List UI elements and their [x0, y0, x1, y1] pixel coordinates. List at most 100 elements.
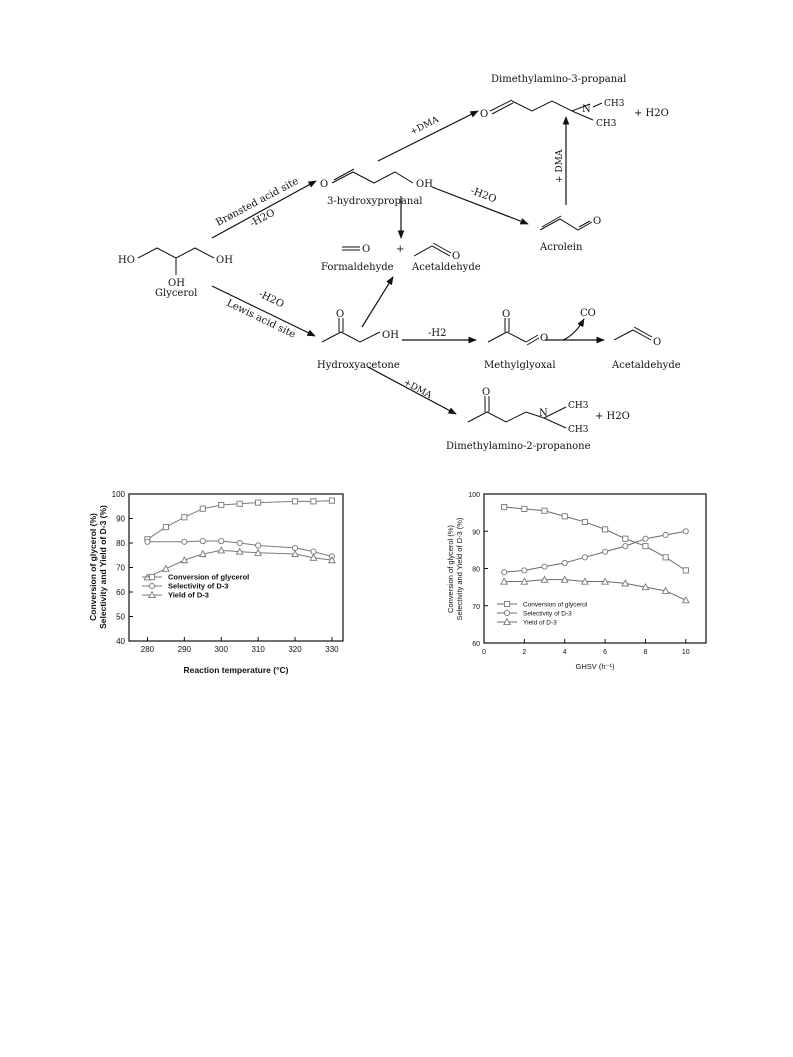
- atom-label: HO: [118, 255, 135, 266]
- data-point: [520, 577, 529, 585]
- data-point: [236, 500, 243, 507]
- data-point: [560, 575, 569, 583]
- d2-structure: [467, 411, 545, 423]
- y-tick-label: 40: [116, 637, 125, 646]
- arrow-hpa-to-d3: [377, 110, 479, 162]
- y-tick-label: 50: [116, 613, 125, 622]
- y-tick-label: 80: [472, 567, 480, 574]
- atom-label: O: [482, 387, 490, 398]
- data-point: [161, 564, 170, 572]
- data-point: [681, 596, 690, 604]
- hydroxyacetone-label: Hydroxyacetone: [317, 360, 400, 371]
- arrow-glycerol-to-hpa: [211, 180, 317, 239]
- y-tick-label: 90: [116, 515, 125, 524]
- data-point: [310, 498, 317, 505]
- acetaldehyde-right-structure: [613, 329, 652, 341]
- y-ticks: 60 70 80 90 100: [468, 492, 488, 648]
- data-point: [601, 577, 610, 585]
- x-tick-label: 280: [141, 645, 155, 654]
- y-tick-label: 60: [116, 588, 125, 597]
- atom-label: O: [540, 333, 548, 344]
- data-point: [521, 567, 528, 574]
- data-point: [641, 582, 650, 591]
- plus-sign: +: [396, 244, 404, 255]
- y-tick-label: 70: [472, 604, 480, 611]
- atom-label: CH3: [568, 401, 589, 411]
- data-point: [198, 549, 207, 558]
- legend-marker: [503, 617, 511, 626]
- arrow-hydroxyacetone-to-d2: [367, 366, 457, 415]
- hydroxypropanal-structure: [331, 171, 414, 184]
- data-point: [621, 579, 630, 587]
- data-point: [622, 543, 629, 550]
- data-point: [501, 503, 508, 511]
- legend-marker: [148, 573, 156, 581]
- data-point: [310, 548, 317, 555]
- data-point: [236, 539, 243, 547]
- acetaldehyde-right-label: Acetaldehyde: [611, 360, 681, 371]
- y-axis-label-2: Selectivity and Yield of D-3 (%): [455, 517, 464, 620]
- chart-ghsv: 0 2 4 6 8 10 60 70 80 90 100 Conversion of glycer…: [446, 492, 707, 671]
- data-point: [682, 567, 689, 574]
- acrolein-structure: [539, 218, 593, 231]
- atom-label: CH3: [604, 99, 625, 109]
- plus-h2o-label: + H2O: [595, 411, 630, 422]
- atom-label: O: [452, 251, 460, 262]
- data-point: [662, 531, 669, 539]
- data-point: [561, 513, 568, 520]
- atom-label: N: [539, 408, 548, 419]
- series-group: [500, 503, 690, 604]
- data-point: [581, 554, 588, 561]
- data-point: [181, 514, 188, 521]
- atom-label: N: [582, 104, 591, 115]
- atom-label: O: [362, 244, 370, 255]
- data-point: [180, 556, 189, 564]
- series-line: [147, 549, 332, 578]
- arrow-hpa-to-acrolein: [431, 186, 529, 225]
- data-point: [541, 507, 548, 514]
- data-point: [682, 528, 689, 535]
- atom-label: O: [653, 337, 661, 348]
- legend-marker: [148, 582, 156, 590]
- series-line: [504, 530, 686, 573]
- plus-dma-label: +DMA: [409, 115, 441, 138]
- data-point: [144, 538, 151, 545]
- data-point: [581, 518, 588, 525]
- legend-marker: [148, 590, 156, 599]
- series-line: [504, 579, 687, 601]
- legend-label: Conversion of glycerol: [168, 573, 249, 582]
- y-axis-label-2: Selectivity and Yield of D-3 (%): [98, 505, 108, 629]
- formaldehyde-label: Formaldehyde: [321, 262, 394, 273]
- hydroxyacetone-structure: [321, 331, 381, 343]
- glycerol-label: Glycerol: [155, 288, 197, 299]
- series-line: [147, 500, 332, 540]
- atom-label: O: [480, 109, 488, 120]
- legend-marker: [503, 609, 511, 617]
- hydroxypropanal-label: 3-hydroxypropanal: [327, 196, 423, 207]
- x-ticks: 280 290 300 310 320 330: [141, 637, 339, 654]
- y-axis-label-1: Conversion of glycerol (%): [88, 513, 98, 621]
- data-point: [291, 544, 299, 551]
- atom-label: O: [336, 309, 344, 320]
- y-tick-label: 90: [472, 529, 480, 536]
- x-ticks: 0 2 4 6 8 10: [482, 639, 690, 656]
- data-point: [199, 505, 206, 512]
- data-point: [254, 548, 263, 556]
- y-tick-label: 60: [472, 641, 480, 648]
- minus-h2o-label: -H2O: [257, 289, 286, 311]
- data-point: [580, 577, 589, 585]
- legend-label: Selectivity of D-3: [168, 582, 228, 591]
- chart-temperature: 280 290 300 310 320 330 40 50 60 70 80 90 100 Conve…: [88, 490, 344, 675]
- atom-label: O: [320, 179, 328, 190]
- data-point: [602, 526, 609, 533]
- data-point: [328, 497, 335, 504]
- minus-h2-label: -H2: [428, 328, 446, 339]
- atom-label: OH: [168, 278, 185, 289]
- reaction-scheme: Glycerol 3-hydroxypropanal Formaldehyde …: [118, 74, 681, 452]
- glycerol-structure: [137, 247, 215, 259]
- lewis-label: Lewis acid site: [225, 298, 298, 341]
- y-ticks: 40 50 60 70 80 90 100: [112, 490, 133, 646]
- data-point: [218, 501, 225, 509]
- data-point: [561, 559, 568, 566]
- x-tick-label: 0: [482, 649, 486, 656]
